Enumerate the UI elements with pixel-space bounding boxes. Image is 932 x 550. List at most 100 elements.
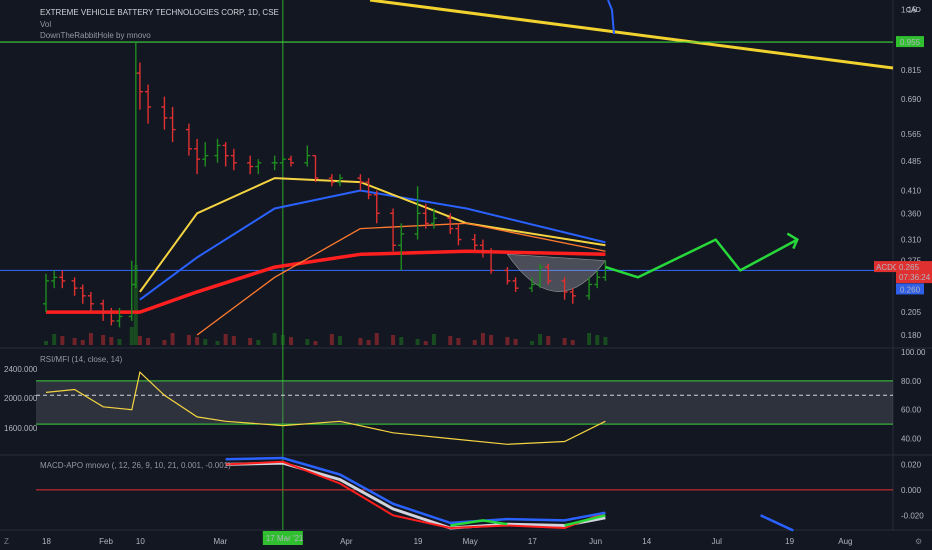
volume-bar [170,333,175,345]
volume-bar [313,341,318,345]
volume-bar [374,333,379,345]
price-tick-label: 0.310 [901,236,922,245]
trendline-yellow [369,0,894,70]
moving-average-red [46,249,606,314]
volume-bar [513,339,518,345]
volume-bar [529,341,534,345]
chart-title: EXTREME VEHICLE BATTERY TECHNOLOGIES COR… [40,8,279,17]
volume-label: Vol [40,20,52,29]
price-tick-label: 0.485 [901,157,922,166]
time-tick-label: Mar [214,537,228,546]
volume-bar [52,334,57,345]
moving-average-yellow [139,177,606,293]
projection-path [605,238,798,279]
price-tick-label: 0.205 [901,308,922,317]
price-tick-label: 0.275 [901,257,922,266]
blue-level-badge-bg [896,283,924,295]
time-tick-label: 17 [528,537,537,546]
price-tick-label: 0.410 [901,186,922,195]
volume-bar [456,338,461,345]
volume-bar [289,337,293,345]
volume-bar [195,337,200,345]
main-price-pane[interactable] [0,0,894,345]
macd-line [225,460,606,530]
volume-bar [480,333,485,345]
rsi-pane[interactable] [36,371,893,445]
rsi-right-tick: 40.00 [901,435,922,444]
volume-bar [423,341,428,345]
volume-bar [72,338,77,345]
price-badge-bg [896,261,932,284]
price-tick-label: 0.690 [901,95,922,104]
trendline-blue [607,0,615,35]
volume-bar [505,337,510,345]
settings-gear-icon[interactable]: ⚙ [915,537,923,546]
volume-bar [587,333,592,345]
time-tick-label: Jul [712,537,722,546]
time-tick-label: Aug [838,537,852,546]
volume-bar [538,334,543,345]
volume-bar [133,265,138,345]
time-tick-label: 18 [42,537,51,546]
volume-bar [431,334,436,345]
price-tick-label: 0.565 [901,130,922,139]
macd-green-line [450,519,508,527]
volume-bar [391,335,396,345]
symbol-badge: ACDC [876,263,899,272]
volume-bar [358,338,363,345]
volume-bar [399,337,404,345]
volume-bar [88,333,93,345]
volume-bar [101,335,106,345]
time-highlight-bg [262,531,303,545]
time-tick-label: Jun [589,537,602,546]
rsi-left-tick: 1600.000 [4,424,38,433]
volume-bar [215,341,220,345]
volume-bar [603,337,608,345]
blue-level-badge: 0.260 [900,285,921,294]
axes: 1.15 0.815 0.690 0.565 0.485 0.410 0.360 0.310 0… [4,5,932,546]
cup-shape [506,253,606,292]
volume-bar [329,334,334,345]
volume-bar [129,327,134,345]
green-level-badge-bg [896,36,924,48]
green-level-badge: 0.955 [900,38,921,47]
indicator-label: DownTheRabbitHole by mnovo [40,31,151,40]
volume-bar [223,334,228,345]
macd-right-tick: 0.000 [901,486,922,495]
macd-title: MACD-APO mnovo (, 12, 26, 9, 10, 21, 0.0… [40,461,231,470]
rsi-left-tick: 2400.000 [4,365,38,374]
rsi-left-tick: 2000.000 [4,394,38,403]
volume-bar [338,336,342,345]
countdown-badge: 07:36:24 [899,273,931,282]
volume-bar [256,340,261,345]
macd-future-line [760,514,794,532]
volume-bar [415,339,420,345]
volume-bar [272,333,277,345]
projection-arrowhead [786,232,799,250]
volume-bar [489,335,494,345]
macd-right-tick: 0.020 [901,460,922,469]
macd-pane[interactable] [36,456,893,532]
time-tick-label: 10 [136,537,145,546]
timezone-icon[interactable]: Z [4,537,9,546]
currency-label: CAD [906,7,921,14]
price-tick-label: 1.15 [901,5,917,14]
volume-bar [137,336,142,345]
volume-bar [562,338,567,345]
rsi-right-tick: 60.00 [901,406,922,415]
time-tick-label: 19 [414,537,423,546]
rsi-line [45,371,606,445]
rsi-title: RSI/MFI (14, close, 14) [40,355,123,364]
rsi-band-fill [36,380,893,425]
volume-bar [366,340,371,345]
volume-bar [595,335,600,345]
volume-bar [117,339,122,345]
volume-bar [280,335,285,345]
macd-right-tick: -0.020 [901,511,924,520]
symbol-badge-bg [874,261,896,273]
rsi-right-tick: 100.00 [901,348,926,357]
volume-bar [186,335,191,345]
time-tick-label: 19 [785,537,794,546]
volume-bar [80,340,85,345]
